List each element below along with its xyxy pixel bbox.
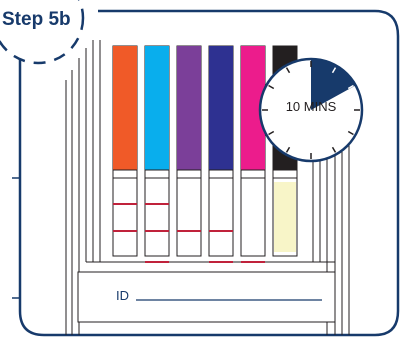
test-strip bbox=[240, 45, 266, 263]
timer-tick bbox=[285, 146, 291, 153]
timer-label: 10 MINS bbox=[286, 99, 337, 114]
strip-color-handle bbox=[177, 46, 201, 170]
timer-tick bbox=[285, 67, 291, 74]
test-strip bbox=[112, 45, 138, 257]
id-label: ID bbox=[116, 288, 129, 303]
step-label: Step 5b bbox=[2, 9, 71, 30]
test-strip bbox=[176, 45, 202, 257]
strip-color-handle bbox=[113, 46, 137, 170]
timer-tick bbox=[331, 67, 337, 74]
timer-tick bbox=[347, 130, 354, 136]
timer-tick bbox=[347, 84, 354, 90]
strip-sample-pad bbox=[274, 182, 296, 252]
timer-clock: 10 MINS bbox=[258, 57, 364, 163]
frame bbox=[18, 9, 400, 337]
timer-elapsed-wedge bbox=[311, 59, 356, 110]
test-strip bbox=[208, 45, 234, 263]
cassette-body bbox=[65, 40, 350, 335]
test-strip bbox=[144, 45, 170, 263]
step-badge-ring bbox=[0, 0, 85, 65]
timer-tick bbox=[268, 84, 275, 90]
strip-color-handle bbox=[145, 46, 169, 170]
strip-color-handle bbox=[209, 46, 233, 170]
timer-ticks bbox=[262, 61, 360, 159]
timer-tick bbox=[331, 146, 337, 153]
timer-tick bbox=[268, 130, 275, 136]
